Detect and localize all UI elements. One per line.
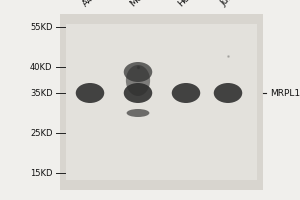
- Ellipse shape: [126, 65, 150, 96]
- Ellipse shape: [76, 83, 104, 103]
- Text: MCF7: MCF7: [129, 0, 153, 8]
- Text: MRPL1: MRPL1: [270, 88, 300, 98]
- Ellipse shape: [124, 62, 152, 82]
- Ellipse shape: [214, 83, 242, 103]
- Text: A431: A431: [81, 0, 103, 8]
- Text: 55KD: 55KD: [30, 22, 52, 31]
- Ellipse shape: [127, 109, 149, 117]
- Text: 40KD: 40KD: [30, 62, 52, 72]
- Bar: [66, 24, 256, 180]
- Text: HeLa: HeLa: [177, 0, 199, 8]
- Bar: [60, 14, 262, 190]
- Text: Jurkat: Jurkat: [219, 0, 244, 8]
- Text: 25KD: 25KD: [30, 129, 52, 138]
- Ellipse shape: [172, 83, 200, 103]
- Text: 15KD: 15KD: [30, 168, 52, 178]
- Text: 35KD: 35KD: [30, 88, 52, 98]
- Ellipse shape: [124, 83, 152, 103]
